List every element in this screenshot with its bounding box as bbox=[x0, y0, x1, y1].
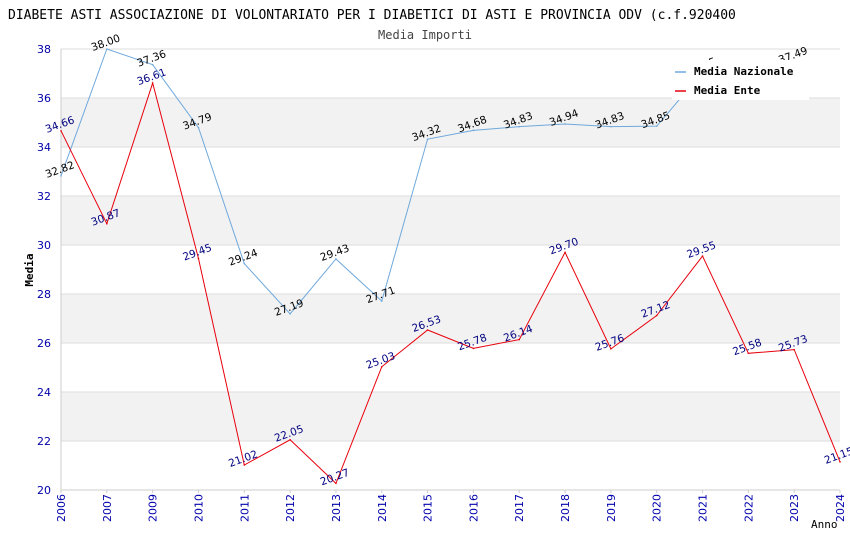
y-tick-label: 32 bbox=[37, 190, 51, 203]
y-tick-label: 36 bbox=[37, 92, 51, 105]
data-point bbox=[289, 438, 291, 441]
chart-title: DIABETE ASTI ASSOCIAZIONE DI VOLONTARIAT… bbox=[8, 8, 736, 23]
data-point bbox=[106, 222, 108, 225]
chart-subtitle: Media Importi bbox=[378, 28, 472, 42]
x-tick-label: 2013 bbox=[330, 494, 343, 522]
data-point bbox=[335, 258, 337, 260]
data-point bbox=[197, 257, 200, 260]
x-tick-label: 2014 bbox=[376, 494, 389, 522]
data-point bbox=[243, 464, 246, 466]
y-tick-label: 28 bbox=[37, 288, 51, 301]
series-line-1 bbox=[60, 81, 841, 485]
data-point bbox=[106, 48, 108, 50]
y-tick-label: 30 bbox=[37, 239, 51, 252]
data-point bbox=[564, 251, 566, 254]
data-point bbox=[701, 255, 704, 257]
x-axis-title: Anno bbox=[811, 518, 838, 531]
y-tick-label: 20 bbox=[37, 484, 51, 497]
x-tick-label: 2010 bbox=[192, 494, 205, 522]
data-point bbox=[426, 329, 429, 331]
data-point bbox=[793, 348, 795, 351]
data-point bbox=[380, 300, 383, 302]
y-tick-label: 22 bbox=[37, 435, 51, 448]
grid-band bbox=[61, 196, 840, 245]
x-tick-label: 2023 bbox=[788, 494, 801, 522]
series-line-0 bbox=[60, 48, 795, 315]
grid-band bbox=[61, 98, 840, 147]
x-tick-label: 2009 bbox=[147, 494, 160, 522]
legend: Media Nazionale Media Ente bbox=[672, 60, 809, 100]
data-point bbox=[289, 313, 291, 315]
grid-band bbox=[61, 392, 840, 441]
data-point bbox=[610, 348, 612, 350]
grid-band bbox=[61, 294, 840, 343]
data-label: 29.24 bbox=[227, 247, 260, 269]
x-tick-labels: 2006 2007 2009 2010 2011 2012 2013 2014 2015 2016… bbox=[55, 494, 847, 522]
legend-background bbox=[672, 60, 809, 100]
y-axis-title: Media bbox=[23, 253, 36, 286]
series-lines bbox=[60, 48, 841, 485]
legend-label-ente: Media Ente bbox=[694, 84, 761, 97]
y-tick-labels: 20 22 24 26 28 30 32 34 36 38 bbox=[37, 43, 51, 497]
data-point bbox=[472, 129, 475, 132]
x-tick-label: 2011 bbox=[238, 494, 251, 522]
x-tick-label: 2018 bbox=[559, 494, 572, 522]
data-point bbox=[655, 125, 658, 127]
y-tick-label: 34 bbox=[37, 141, 51, 154]
data-point bbox=[380, 365, 383, 368]
data-point bbox=[518, 338, 521, 341]
data-point bbox=[518, 125, 521, 128]
x-tick-label: 2007 bbox=[101, 494, 114, 522]
data-point bbox=[747, 352, 750, 355]
data-point bbox=[197, 126, 200, 129]
x-tick-label: 2015 bbox=[422, 494, 435, 522]
legend-label-nazionale: Media Nazionale bbox=[694, 65, 794, 78]
x-tick-label: 2016 bbox=[467, 494, 480, 522]
gridlines bbox=[61, 48, 840, 491]
x-tick-label: 2020 bbox=[651, 494, 664, 522]
x-tick-label: 2024 bbox=[834, 494, 847, 522]
x-tick-label: 2019 bbox=[605, 494, 618, 522]
data-label: 21.02 bbox=[227, 448, 259, 470]
data-point bbox=[426, 138, 429, 140]
x-tick-label: 2006 bbox=[55, 494, 68, 522]
data-label: 20.27 bbox=[319, 467, 351, 489]
x-tick-label: 2017 bbox=[513, 494, 526, 522]
grid-bands bbox=[61, 98, 840, 441]
y-tick-label: 24 bbox=[37, 386, 51, 399]
x-tick-label: 2012 bbox=[284, 494, 297, 522]
x-tick-label: 2021 bbox=[697, 494, 710, 522]
data-point bbox=[151, 63, 154, 66]
data-point bbox=[839, 461, 841, 463]
data-point bbox=[60, 175, 62, 177]
data-point bbox=[335, 482, 337, 485]
data-point bbox=[655, 314, 658, 317]
data-label: 21.15 bbox=[823, 445, 850, 467]
data-point bbox=[610, 125, 612, 128]
data-point bbox=[564, 123, 566, 125]
y-tick-label: 38 bbox=[37, 43, 51, 56]
axes bbox=[60, 49, 841, 493]
data-label: 32.82 bbox=[44, 159, 76, 181]
y-tick-label: 26 bbox=[37, 337, 51, 350]
data-point bbox=[243, 262, 246, 265]
data-point bbox=[151, 82, 154, 84]
data-point bbox=[472, 347, 475, 350]
data-point bbox=[60, 130, 62, 132]
x-tick-label: 2022 bbox=[742, 494, 755, 522]
